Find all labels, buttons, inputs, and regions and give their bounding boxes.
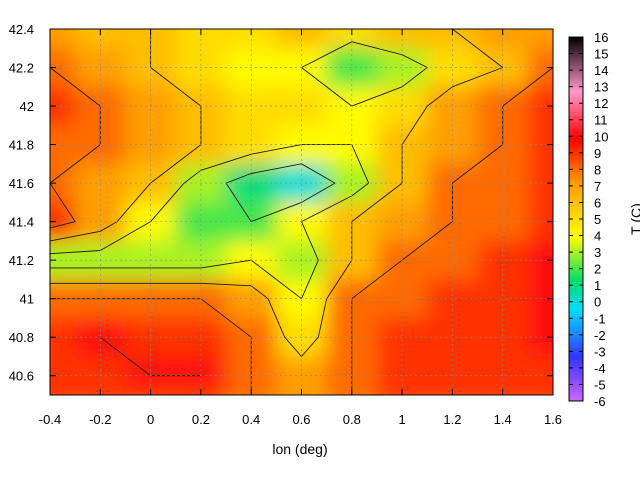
heatmap-cell xyxy=(75,29,126,49)
colorbar-tick-label: 7 xyxy=(594,179,601,194)
colorbar-tick-label: 10 xyxy=(594,129,608,144)
y-tick-label: 41.6 xyxy=(9,176,34,191)
y-tick-label: 41.4 xyxy=(9,215,34,230)
colorbar-tick-label: -5 xyxy=(594,377,606,392)
y-axis: 40.6 40.8 41 41.2 41.4 41.6 41.8 42 42.2 42.4 xyxy=(9,22,553,384)
x-tick-label: 0.4 xyxy=(242,412,260,427)
colorbar-tick-label: 2 xyxy=(594,262,601,277)
x-tick-label: 1 xyxy=(398,412,405,427)
x-tick-label: 1.6 xyxy=(544,412,562,427)
x-tick-label: 0.8 xyxy=(343,412,361,427)
heatmap-cell xyxy=(50,29,76,49)
colorbar-tick-label: 1 xyxy=(594,278,601,293)
heatmap-cell xyxy=(276,29,327,49)
y-tick-label: 41.8 xyxy=(9,138,34,153)
colorbar-tick-label: -3 xyxy=(594,344,606,359)
y-tick-label: 42.4 xyxy=(9,22,34,37)
heatmap-cell xyxy=(527,385,553,395)
heatmap-cell xyxy=(427,29,478,49)
x-tick-label: -0.2 xyxy=(89,412,111,427)
heatmap-cell xyxy=(50,385,76,395)
colorbar-tick-label: 6 xyxy=(594,195,601,210)
heatmap-cell xyxy=(527,356,553,386)
heatmap-cell xyxy=(527,29,553,49)
colorbar-tick-label: 5 xyxy=(594,212,601,227)
y-tick-label: 42.2 xyxy=(9,61,34,76)
contour-line xyxy=(225,163,336,223)
colorbar-tick-label: 9 xyxy=(594,146,601,161)
colorbar-tick-label: 11 xyxy=(594,113,608,128)
colorbar-tick-label: 4 xyxy=(594,229,601,244)
colorbar-tick-label: 13 xyxy=(594,80,608,95)
x-tick-label: 1.2 xyxy=(443,412,461,427)
x-axis-title: lon (deg) xyxy=(272,441,327,457)
grid-lines xyxy=(50,29,553,395)
x-tick-label: 0 xyxy=(147,412,154,427)
y-tick-label: 40.6 xyxy=(9,369,34,384)
heatmap-cell xyxy=(477,29,528,49)
colorbar-tick-label: -2 xyxy=(594,328,606,343)
colorbar-tick-label: 14 xyxy=(594,63,608,78)
colorbar-tick-label: -4 xyxy=(594,361,606,376)
y-tick-label: 41.2 xyxy=(9,253,34,268)
x-tick-label: 0.2 xyxy=(192,412,210,427)
heatmap-cell xyxy=(50,356,76,386)
y-tick-label: 42 xyxy=(20,99,34,114)
colorbar-tick-label: -1 xyxy=(594,311,606,326)
heatmap-cell xyxy=(226,29,277,49)
x-tick-label: 1.4 xyxy=(494,412,512,427)
heatmap-cell xyxy=(175,29,227,49)
colorbar-tick-label: 16 xyxy=(594,30,608,45)
x-tick-label: -0.4 xyxy=(39,412,61,427)
x-axis: -0.4 -0.2 0 0.2 0.4 0.6 0.8 1 1.2 1.4 1.6 xyxy=(39,29,562,427)
colorbar-tick-label: 12 xyxy=(594,96,608,111)
colorbar-tick-label: 8 xyxy=(594,162,601,177)
x-tick-label: 0.6 xyxy=(292,412,310,427)
heatmap-cell xyxy=(376,29,428,49)
plot-area xyxy=(49,28,554,396)
colorbar-title: T (C) xyxy=(628,203,640,235)
colorbar-tick-label: 0 xyxy=(594,295,601,310)
y-tick-label: 41 xyxy=(20,292,34,307)
colorbar-tick-label: 3 xyxy=(594,245,601,260)
colorbar-tick-label: -6 xyxy=(594,394,606,409)
heatmap-cell xyxy=(326,29,377,49)
y-tick-label: 40.8 xyxy=(9,330,34,345)
colorbar-tick-label: 15 xyxy=(594,47,608,62)
